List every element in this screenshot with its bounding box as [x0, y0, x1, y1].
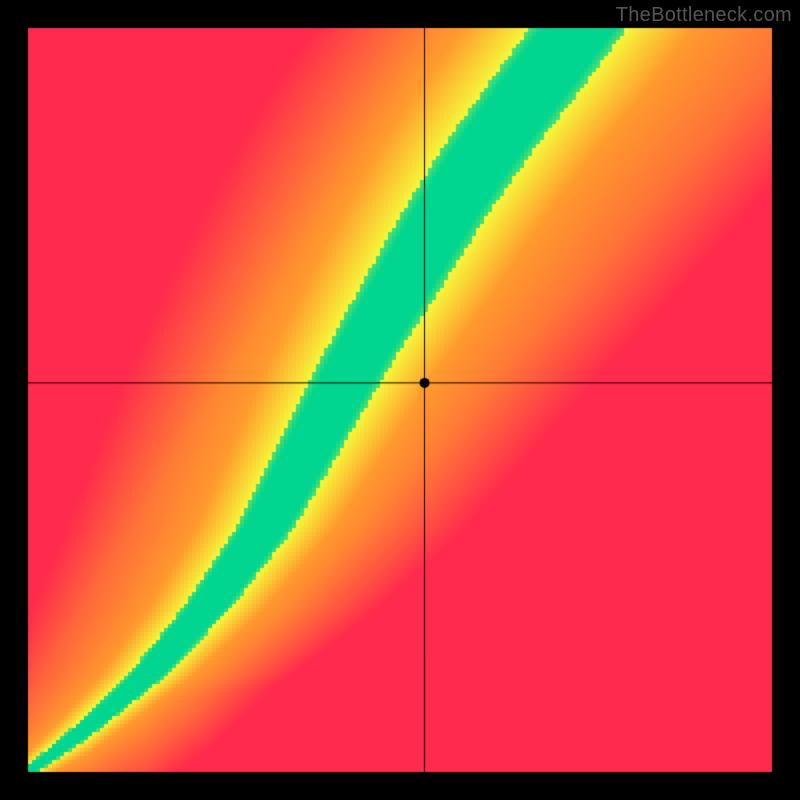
attribution-text: TheBottleneck.com — [616, 4, 792, 27]
bottleneck-heatmap — [0, 0, 800, 800]
